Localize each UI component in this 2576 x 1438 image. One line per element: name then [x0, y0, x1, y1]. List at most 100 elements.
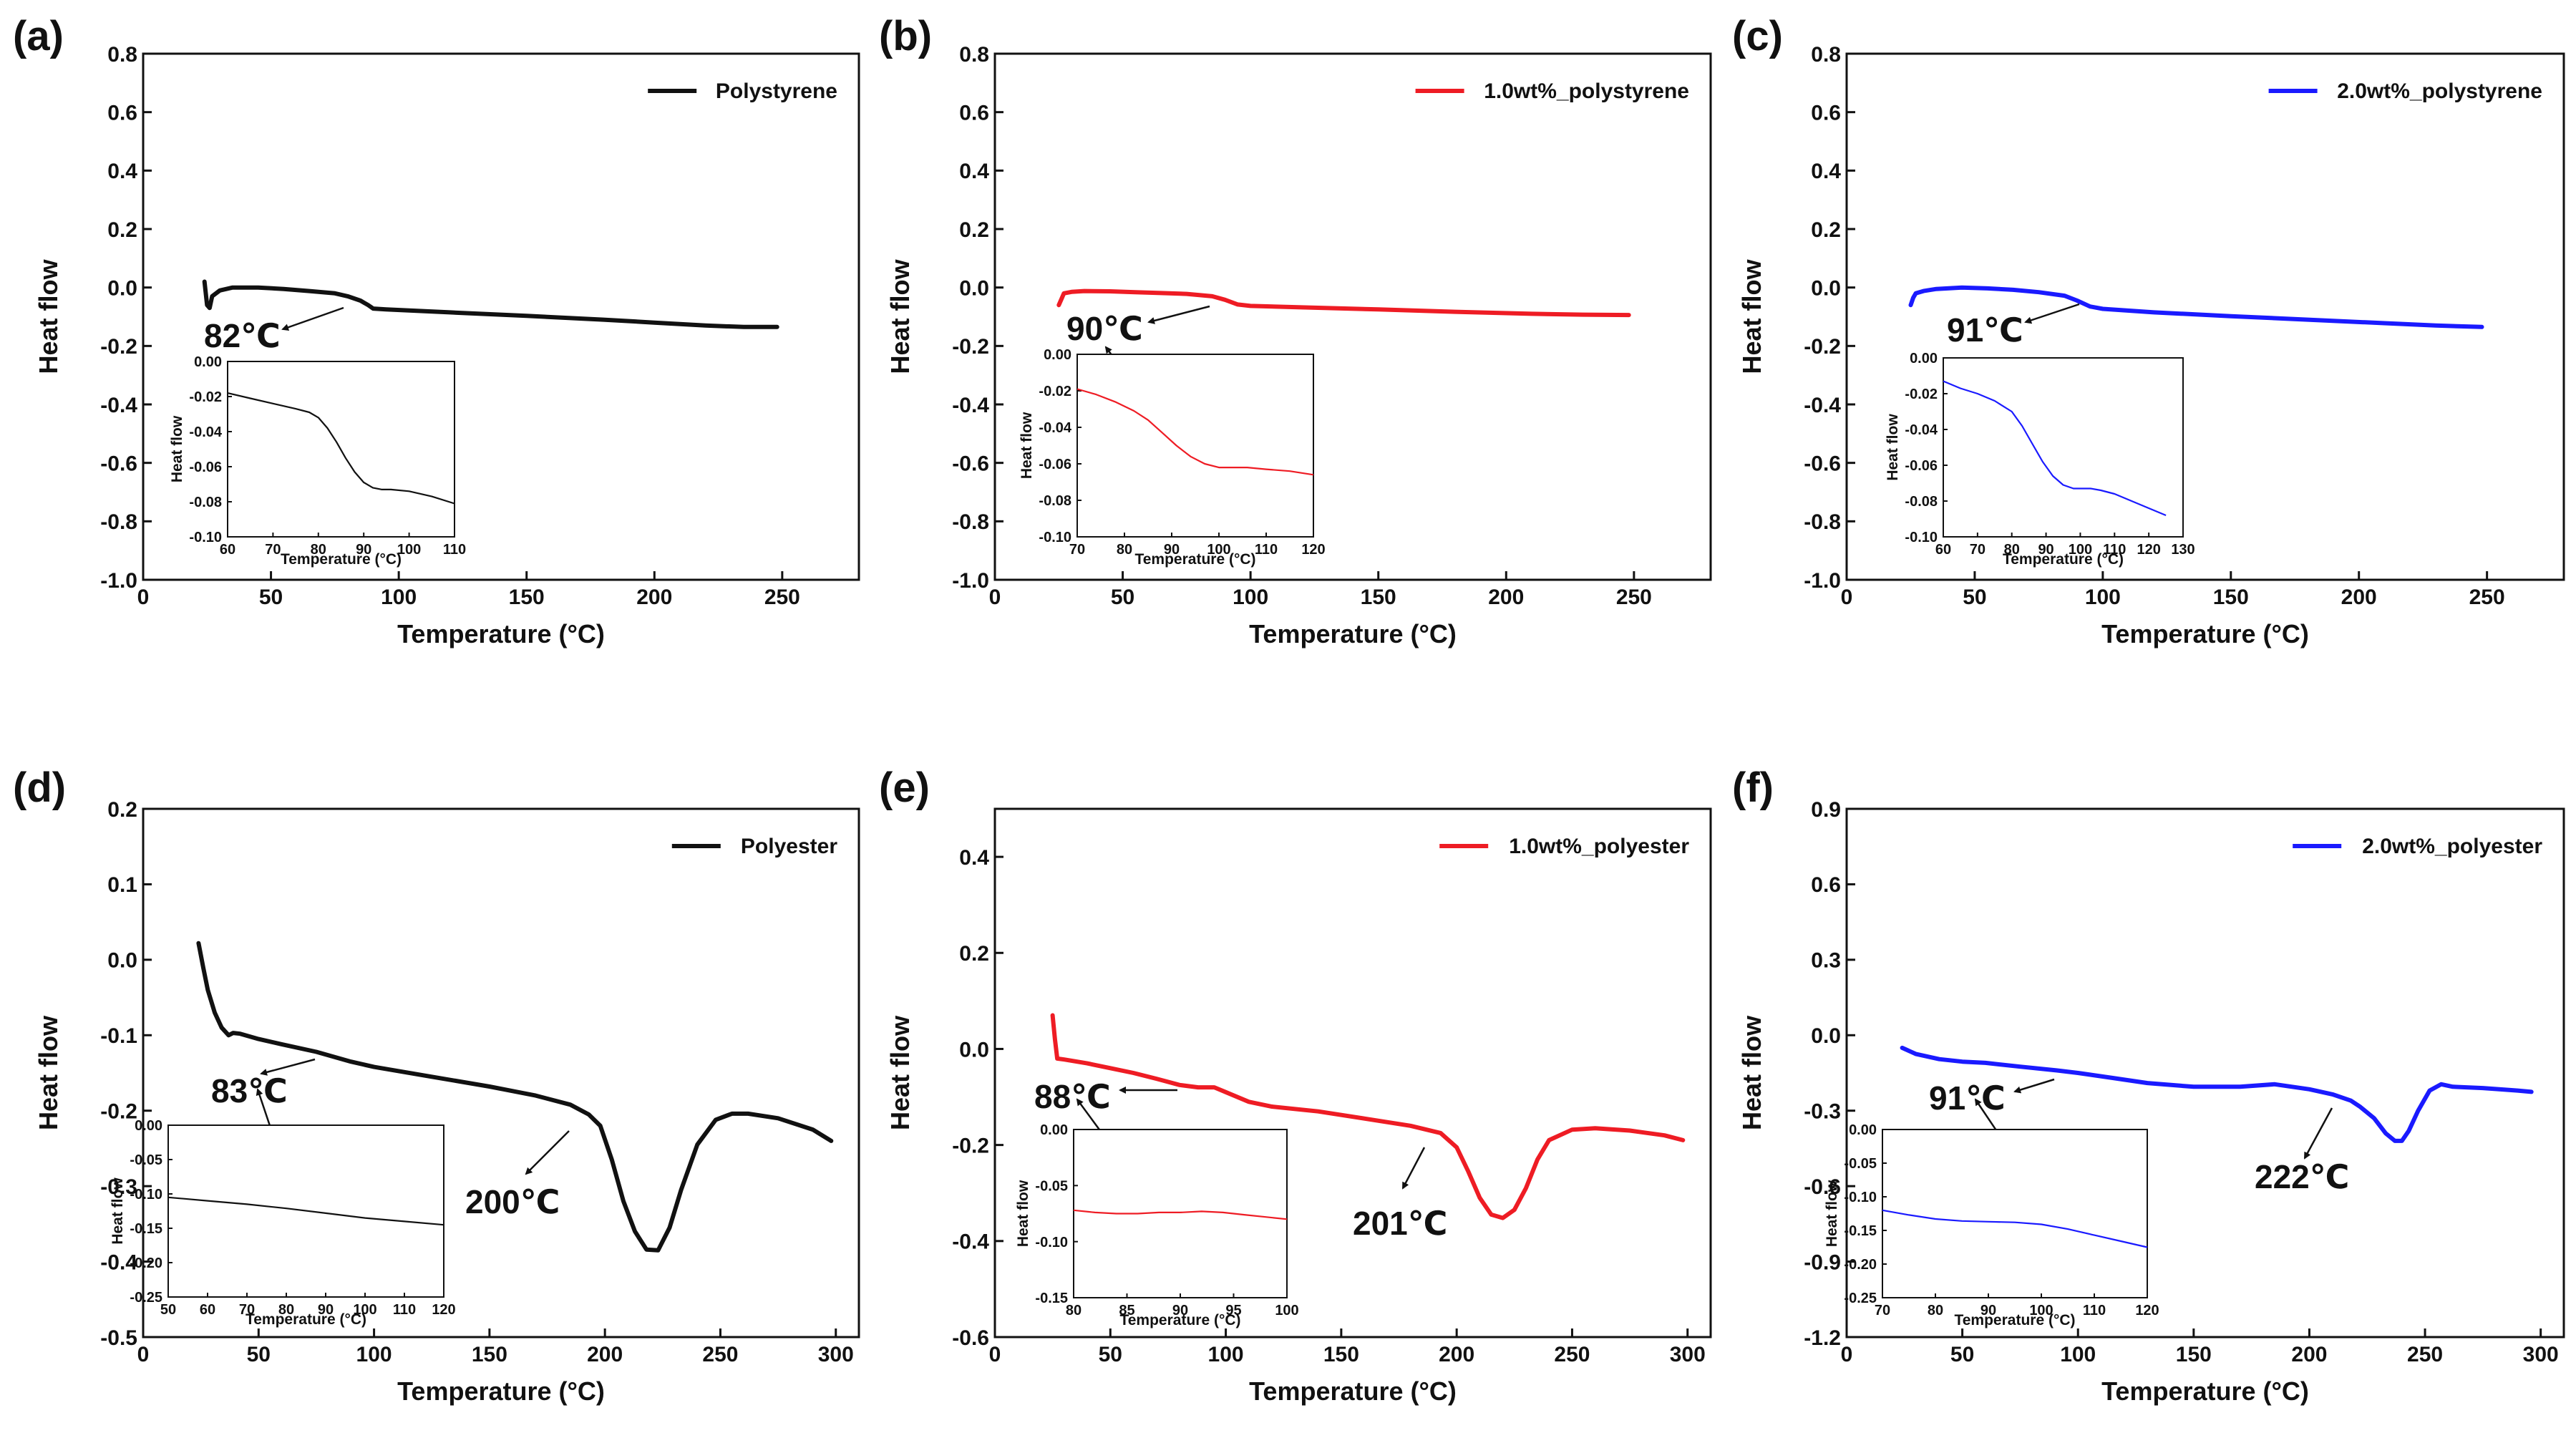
- inset-series-line: [1943, 380, 2167, 517]
- x-tick-label: 100: [2085, 586, 2121, 609]
- y-tick-label: -0.2: [100, 1100, 137, 1124]
- annotation-label: 90℃: [1066, 310, 1143, 347]
- inset-x-tick-label: 120: [1301, 542, 1325, 558]
- legend-label: 2.0wt%_polyester: [2362, 835, 2542, 858]
- inset-x-tick-label: 70: [1875, 1303, 1890, 1318]
- panel-label: (e): [879, 764, 930, 811]
- inset-y-tick-label: -0.08: [189, 495, 222, 510]
- annotation-label: 82℃: [204, 317, 281, 354]
- y-tick-label: -1.2: [1804, 1326, 1841, 1350]
- inset-x-tick-label: 70: [265, 542, 281, 558]
- inset-y-tick-label: 0.00: [1910, 351, 1938, 366]
- panel-label: (d): [13, 764, 66, 811]
- legend-label: 1.0wt%_polystyrene: [1484, 79, 1689, 103]
- x-tick-label: 0: [137, 586, 150, 609]
- x-axis-label: Temperature (°C): [397, 1376, 605, 1406]
- inset-x-tick-label: 120: [2137, 542, 2160, 558]
- x-tick-label: 50: [1950, 1343, 1974, 1366]
- series-line: [1050, 1013, 1686, 1220]
- y-tick-label: -0.9: [1804, 1250, 1841, 1274]
- y-tick-label: 0.8: [107, 43, 137, 67]
- inset-plot-frame: [1076, 354, 1314, 538]
- inset-x-tick-label: 70: [239, 1302, 255, 1318]
- x-tick-label: 50: [259, 586, 283, 609]
- inset-x-axis-label: Temperature (°C): [2003, 551, 2124, 568]
- panel-label: (a): [13, 13, 64, 59]
- x-tick-label: 300: [2523, 1343, 2559, 1366]
- y-tick-label: -0.6: [1804, 452, 1841, 475]
- inset-y-tick-label: -0.04: [189, 424, 222, 440]
- panel-label: (f): [1732, 764, 1774, 811]
- inset-x-tick-label: 100: [1207, 542, 1230, 558]
- x-tick-label: 150: [509, 586, 545, 609]
- x-axis-label: Temperature (°C): [397, 619, 605, 648]
- x-tick-label: 150: [2213, 586, 2249, 609]
- annotation-label: 91℃: [1929, 1079, 2006, 1117]
- inset-y-tick-label: 0.00: [194, 354, 222, 370]
- y-tick-label: 0.3: [1811, 949, 1841, 973]
- x-tick-label: 50: [1963, 586, 1986, 609]
- x-tick-label: 200: [2291, 1343, 2327, 1366]
- inset-y-axis-label: Heat flow: [1015, 1180, 1031, 1247]
- annotation-arrow: [2013, 1078, 2055, 1094]
- inset-x-axis-label: Temperature (°C): [1134, 551, 1255, 568]
- inset-y-tick-label: -0.06: [1039, 457, 1071, 472]
- inset-y-tick-label: -0.05: [1035, 1179, 1068, 1195]
- x-axis-label: Temperature (°C): [2101, 619, 2309, 648]
- y-tick-label: -0.6: [952, 1326, 989, 1350]
- x-tick-label: 250: [2407, 1343, 2443, 1366]
- x-tick-label: 100: [381, 586, 417, 609]
- x-tick-label: 150: [1361, 586, 1396, 609]
- inset-chart: 60 70 80 90 100 110 -0.10 -0.08 -0.06 -0.04 -0.02 0…: [169, 354, 466, 568]
- y-tick-label: -0.6: [1804, 1175, 1841, 1199]
- y-tick-label: -0.8: [1804, 510, 1841, 534]
- inset-y-tick-label: -0.10: [130, 1187, 162, 1203]
- chart-panel-b: (b) 0 50 100 150 200 250 -1.0 -0.8 -0.6 -0.4 -0.2 0.…: [879, 13, 1712, 648]
- y-tick-label: 0.6: [1811, 873, 1841, 897]
- inset-chart: 50 60 70 80 90 100 110 120 -0.25 -0.20 -0.15 -0.10 -…: [110, 1118, 456, 1328]
- inset-y-tick-label: -0.15: [1035, 1291, 1068, 1306]
- x-tick-label: 50: [1099, 1343, 1122, 1366]
- y-tick-label: 0.0: [1811, 1024, 1841, 1048]
- y-tick-label: -1.0: [100, 569, 137, 593]
- inset-x-tick-label: 100: [1275, 1303, 1298, 1318]
- y-tick-label: -0.4: [100, 394, 137, 417]
- annotation-label: 201℃: [1353, 1205, 1447, 1242]
- inset-x-axis-label: Temperature (°C): [1119, 1312, 1240, 1328]
- inset-series-line: [1073, 1209, 1288, 1220]
- inset-series-line: [167, 1196, 444, 1226]
- series-line: [1908, 285, 2484, 329]
- y-tick-label: -0.5: [100, 1326, 137, 1350]
- inset-y-tick-label: -0.06: [189, 460, 222, 475]
- x-tick-label: 0: [137, 1343, 150, 1366]
- series-line: [1900, 1045, 2534, 1143]
- annotation-label: 83℃: [211, 1072, 288, 1109]
- inset-y-axis-label: Heat flow: [1824, 1180, 1840, 1247]
- inset-y-tick-label: -0.05: [1844, 1156, 1877, 1172]
- annotation-arrow: [1401, 1147, 1426, 1190]
- x-tick-label: 0: [989, 1343, 1001, 1366]
- y-tick-label: -0.1: [100, 1024, 137, 1048]
- y-tick-label: 0.6: [107, 101, 137, 125]
- inset-x-tick-label: 120: [432, 1302, 455, 1318]
- y-tick-label: 0.8: [959, 43, 989, 67]
- inset-x-tick-label: 60: [220, 542, 235, 558]
- y-tick-label: 0.4: [107, 160, 137, 183]
- plot-frame: [142, 807, 860, 1339]
- inset-x-tick-label: 90: [1980, 1303, 1996, 1318]
- x-tick-label: 100: [356, 1343, 392, 1366]
- y-tick-label: 0.2: [959, 218, 989, 242]
- inset-y-tick-label: -0.06: [1905, 458, 1938, 474]
- x-tick-label: 50: [1111, 586, 1134, 609]
- y-axis-label: Heat flow: [885, 258, 915, 374]
- y-tick-label: 0.6: [959, 101, 989, 125]
- annotation-label: 88℃: [1034, 1078, 1111, 1115]
- y-tick-label: 0.0: [959, 1038, 989, 1062]
- chart-panel-f: (f) 0 50 100 150 200 250 300 -1.2 -0.9 -0.6 -0.3 0.0…: [1732, 764, 2565, 1406]
- inset-y-tick-label: -0.08: [1039, 493, 1071, 509]
- panel-label: (b): [879, 13, 932, 59]
- inset-y-tick-label: -0.10: [1905, 530, 1938, 545]
- legend: Polystyrene: [648, 79, 837, 103]
- inset-y-tick-label: -0.08: [1905, 494, 1938, 510]
- inset-x-tick-label: 80: [278, 1302, 294, 1318]
